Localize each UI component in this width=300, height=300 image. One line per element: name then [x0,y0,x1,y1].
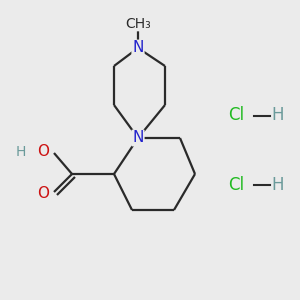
Text: H: H [272,176,284,194]
Text: Cl: Cl [228,106,244,124]
Text: Cl: Cl [228,176,244,194]
Text: O: O [38,144,50,159]
Text: N: N [132,40,144,56]
Text: O: O [38,186,50,201]
Text: H: H [272,106,284,124]
Text: CH₃: CH₃ [125,16,151,31]
Text: H: H [15,145,26,158]
Text: N: N [132,130,144,146]
